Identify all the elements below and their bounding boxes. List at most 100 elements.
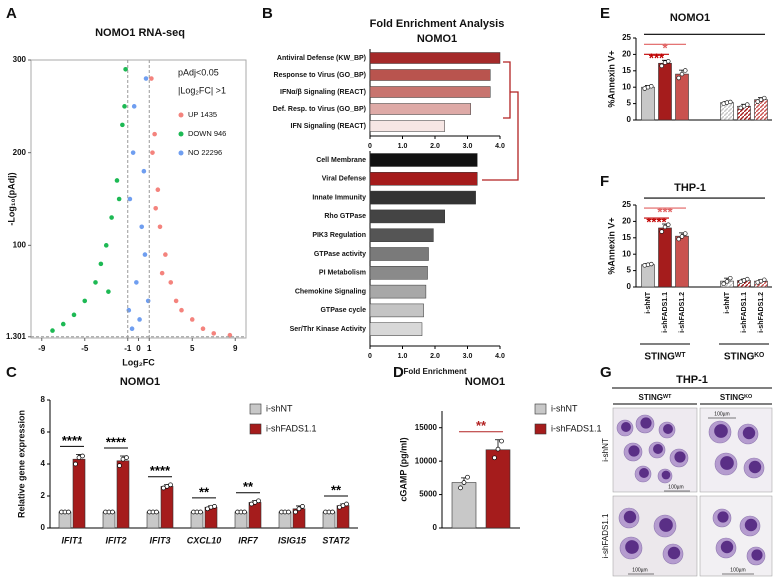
row-label: i-shFADS1.1	[601, 513, 610, 558]
panel-letter: F	[600, 173, 609, 190]
y-tick-label: 8	[41, 395, 46, 404]
legend-swatch	[178, 131, 184, 137]
micrograph	[699, 495, 773, 577]
replicate-point	[458, 485, 463, 491]
nucleus	[748, 460, 762, 474]
y-tick-label: 5	[627, 266, 632, 275]
micrographs: 100µm 100µm 100µm 100µm	[612, 407, 773, 577]
replicate-point	[666, 222, 671, 227]
legend-label: i-shFADS1.1	[551, 423, 602, 433]
x-tick-label: 4.0	[495, 143, 505, 150]
x-axis-label: Log₂FC	[122, 357, 155, 367]
bar	[58, 511, 72, 529]
bar	[451, 482, 477, 529]
replicate-point	[683, 68, 688, 73]
data-point	[130, 150, 136, 155]
nucleus	[714, 424, 728, 438]
y-axis-label: -Log₁₀(pAdj)	[6, 172, 16, 225]
category-label: IFNα/β Signaling (REACT)	[280, 89, 366, 96]
replicate-point	[117, 463, 122, 468]
replicate-point	[676, 75, 681, 81]
x-tick-label: 9	[233, 344, 238, 353]
bar	[369, 172, 478, 186]
significance-label: ****	[150, 463, 171, 478]
nucleus	[742, 426, 756, 440]
bar	[369, 209, 445, 224]
y-tick-label: 0	[627, 282, 632, 291]
category-label: Response to Virus (GO_BP)	[274, 72, 366, 79]
data-point	[159, 270, 165, 276]
data-point	[142, 252, 148, 257]
y-tick-label: 0	[433, 523, 438, 532]
x-axis-label: Fold Enrichment	[403, 367, 466, 376]
category-label: Cell Membrane	[316, 157, 366, 164]
replicate-point	[256, 498, 261, 504]
x-tick-label: 5	[190, 344, 195, 353]
chart-title: NOMO1	[670, 12, 710, 24]
replicate-point	[728, 99, 733, 105]
legend-swatch	[178, 112, 184, 118]
significance-label: **	[476, 418, 487, 433]
data-point	[143, 76, 149, 81]
nucleus	[640, 417, 652, 429]
replicate-point	[762, 95, 767, 101]
replicate-point	[330, 509, 335, 515]
x-tick-label: i-shNT	[645, 291, 652, 314]
chart-title: NOMO1 RNA-seq	[95, 27, 185, 39]
replicate-point	[492, 455, 497, 461]
legend-swatch	[178, 150, 184, 156]
x-tick-label: i-shFADS1.1	[662, 292, 669, 333]
x-tick-label: ISIG15	[278, 535, 307, 545]
data-point	[211, 331, 217, 336]
replicate-point	[679, 234, 685, 239]
column-label: STINGᵂᵀ	[639, 393, 673, 402]
nucleus	[623, 510, 637, 524]
replicate-point	[679, 71, 685, 77]
y-tick-label: 15	[622, 233, 631, 242]
scale-label: 100µm	[668, 484, 683, 490]
y-tick-label: 100	[13, 240, 27, 249]
nucleus	[659, 518, 673, 532]
data-point	[93, 280, 98, 285]
replicate-point	[662, 224, 668, 230]
chart-title: Fold Enrichment Analysis	[370, 18, 505, 30]
bar	[485, 449, 511, 529]
bar	[369, 69, 491, 81]
x-tick-label: 4.0	[495, 353, 505, 360]
bar	[369, 153, 478, 167]
y-tick-label: 15000	[415, 423, 438, 432]
x-tick-label: IFIT3	[149, 535, 170, 545]
category-label: PIK3 Regulation	[312, 232, 366, 239]
bar	[116, 460, 130, 529]
x-tick-label: 0	[368, 143, 372, 150]
nucleus	[674, 451, 686, 463]
legend-label: DOWN 946	[188, 129, 226, 138]
replicate-point	[293, 509, 298, 515]
chart-title: NOMO1	[120, 376, 160, 388]
bar	[658, 227, 672, 288]
x-tick-label: i-shNT	[724, 291, 731, 314]
replicate-point	[745, 102, 750, 107]
replicate-point	[168, 482, 173, 488]
bar	[675, 235, 689, 288]
legend-label: i-shNT	[266, 403, 293, 413]
bar	[369, 303, 424, 318]
group-label: STINGᵂᵀ	[644, 352, 686, 363]
x-tick-label: IFIT2	[105, 535, 126, 545]
replicate-point	[461, 480, 467, 485]
row-label: i-shNT	[601, 438, 610, 462]
panel-letter: C	[6, 364, 17, 381]
y-tick-label: 10	[622, 249, 631, 258]
nucleus	[720, 540, 734, 554]
category-label: Ser/Thr Kinase Activity	[290, 326, 366, 333]
x-tick-label: IFIT1	[61, 535, 82, 545]
legend-label: UP 1435	[188, 110, 217, 119]
nucleus	[717, 511, 729, 523]
scale-label: 100µm	[730, 567, 745, 573]
column-label: STINGᴷᴼ	[720, 393, 752, 402]
category-label: Def. Resp. to Virus (GO_BP)	[273, 106, 366, 113]
replicate-point	[212, 504, 217, 509]
legend-swatch	[534, 423, 547, 435]
replicate-point	[495, 446, 501, 452]
data-point	[123, 66, 128, 72]
